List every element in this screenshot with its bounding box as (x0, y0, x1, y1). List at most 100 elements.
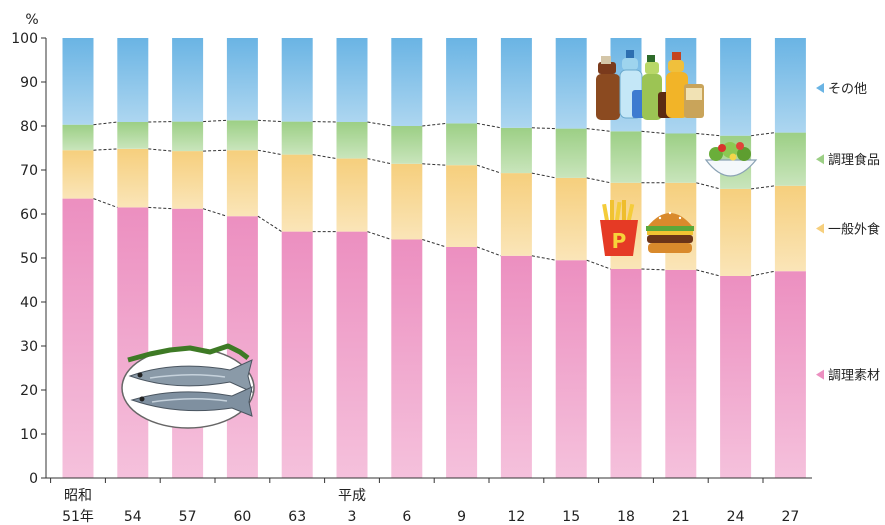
legend-marker-icon (816, 223, 824, 234)
connector-line (586, 128, 611, 132)
legend-marker-icon (816, 83, 824, 93)
connector-line (641, 268, 666, 271)
legend-item: その他 (816, 82, 867, 97)
legend-label: 調理食品 (828, 152, 880, 168)
connector-line (751, 132, 775, 137)
connector-line (696, 269, 721, 277)
bar-segment-3-7 (446, 38, 478, 124)
x-tick-label: 15 (562, 509, 580, 525)
connector-line (422, 239, 447, 248)
bar-segment-1-5 (336, 158, 368, 232)
bar-segment-0-8 (500, 255, 532, 478)
bar-segment-1-1 (117, 148, 149, 208)
bar-segment-2-5 (336, 122, 368, 159)
bar-segment-3-6 (391, 38, 423, 126)
connector-line (531, 255, 556, 261)
salad-bowl-icon (704, 142, 758, 177)
era-label: 平成 (338, 488, 366, 504)
bottles-icon (596, 50, 704, 120)
y-unit-label: % (25, 12, 38, 28)
era-label: 昭和 (64, 488, 92, 504)
bar-segment-3-8 (500, 38, 532, 128)
connector-line (203, 119, 227, 123)
y-tick-label: 100 (11, 31, 38, 47)
legend-label: 調理素材 (828, 369, 880, 384)
bar-segment-2-2 (172, 121, 204, 152)
x-tick-label: 60 (233, 509, 251, 525)
fish-plate-icon (121, 343, 255, 429)
x-tick-label: 6 (402, 509, 411, 525)
bar-segment-0-6 (391, 239, 423, 478)
x-tick-label: 51年 (62, 509, 94, 525)
connector-line (148, 148, 173, 152)
bar-segment-1-13 (774, 185, 806, 272)
y-tick-label: 80 (20, 119, 38, 135)
bar-segment-3-5 (336, 38, 368, 122)
legend-label: その他 (828, 82, 867, 97)
connector-line (202, 208, 228, 217)
legend-item: 調理食品 (816, 152, 880, 168)
x-tick-label: 12 (507, 509, 525, 525)
y-tick-label: 30 (20, 339, 38, 355)
x-tick-label: 24 (727, 509, 745, 525)
bar-segment-0-2 (172, 208, 204, 478)
connector-line (586, 177, 611, 184)
connector-line (367, 231, 392, 240)
connector-line (751, 185, 775, 190)
connector-line (531, 172, 556, 179)
bar-segment-0-7 (446, 247, 478, 478)
connector-lines (93, 119, 775, 277)
bar-segment-2-3 (226, 120, 258, 151)
svg-text:P: P (612, 229, 627, 253)
legend: 調理素材 一般外食 調理食品 その他 (816, 82, 880, 384)
bar-segment-0-1 (117, 207, 149, 478)
y-tick-label: 40 (20, 295, 38, 311)
connector-line (367, 121, 392, 127)
connector-line (312, 154, 337, 160)
bar-segment-1-4 (281, 154, 313, 232)
y-tick-label: 60 (20, 207, 38, 223)
bars-layer (62, 38, 806, 478)
bar-segment-1-0 (62, 150, 94, 199)
bar-segment-0-12 (720, 276, 752, 478)
bar-segment-3-0 (62, 38, 94, 125)
connector-line (257, 119, 282, 123)
connector-line (641, 130, 666, 134)
connector-line (257, 215, 282, 233)
legend-label: 一般外食 (828, 222, 880, 238)
x-tick-label: 9 (457, 509, 466, 525)
y-tick-label: 20 (20, 383, 38, 399)
bar-segment-2-7 (446, 123, 478, 166)
x-tick-label: 18 (617, 509, 635, 525)
bar-segment-3-9 (555, 38, 587, 129)
connector-line (476, 164, 502, 174)
bar-segment-3-1 (117, 38, 149, 122)
bar-segment-0-5 (336, 231, 368, 478)
bar-segment-0-4 (281, 231, 313, 478)
bar-segment-2-8 (500, 127, 532, 174)
bar-segment-3-2 (172, 38, 204, 122)
x-tick-label: 54 (124, 509, 142, 525)
connector-line (477, 122, 501, 129)
connector-line (422, 163, 447, 166)
bar-segment-0-11 (665, 269, 697, 478)
burger-icon (646, 211, 694, 253)
legend-marker-icon (816, 154, 824, 165)
legend-item: 一般外食 (816, 222, 880, 238)
connector-line (93, 198, 118, 208)
bar-segment-2-1 (117, 122, 149, 149)
connector-line (257, 149, 282, 156)
connector-line (586, 259, 611, 270)
x-tick-label: 57 (179, 509, 197, 525)
connector-line (531, 127, 556, 130)
bar-segment-0-0 (62, 198, 94, 478)
bar-segment-1-6 (391, 163, 423, 240)
y-tick-label: 90 (20, 75, 38, 91)
y-tick-label: 50 (20, 251, 38, 267)
fries-icon: P (600, 200, 638, 256)
y-tick-label: 10 (20, 427, 38, 443)
bar-segment-0-10 (610, 269, 642, 478)
bar-segment-2-4 (281, 121, 313, 155)
bar-segment-1-9 (555, 177, 587, 261)
bar-segment-1-8 (500, 173, 532, 256)
